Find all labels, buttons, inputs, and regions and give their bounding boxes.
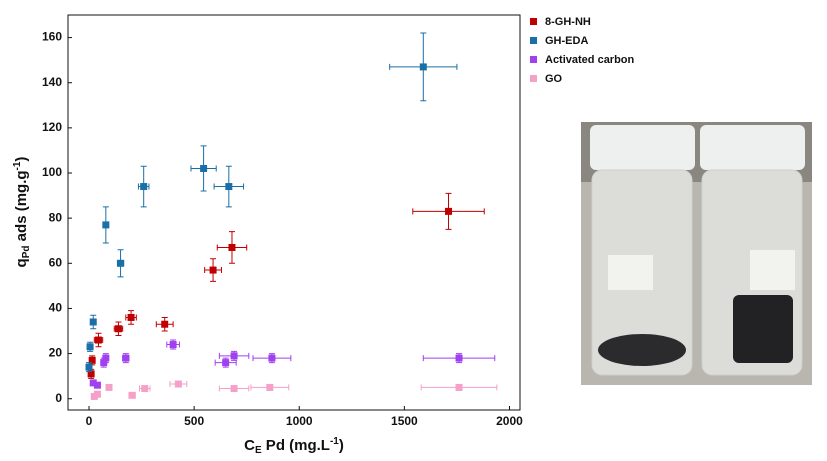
point: [200, 164, 208, 172]
point: [230, 385, 238, 393]
point: [127, 313, 135, 321]
label-part: -1: [12, 161, 23, 170]
point: [266, 383, 274, 391]
y-tick-label: 120: [42, 120, 62, 134]
plot-frame: [67, 14, 521, 411]
point: [117, 259, 125, 267]
point: [102, 354, 110, 362]
point: [93, 390, 101, 398]
legend-label: GH-EDA: [545, 35, 588, 47]
y-tick-label: 0: [55, 391, 62, 405]
x-tick-label: 2000: [496, 414, 523, 428]
y-tick-label: 160: [42, 30, 62, 44]
point: [128, 391, 136, 399]
label-part: ): [13, 157, 30, 162]
point: [174, 380, 182, 388]
point: [225, 183, 233, 191]
point: [140, 183, 148, 191]
legend-swatch: [530, 37, 537, 44]
y-tick-label: 40: [49, 301, 63, 315]
label-part: q: [13, 258, 30, 267]
point: [141, 385, 149, 393]
point: [419, 63, 427, 71]
y-tick-label: 60: [49, 255, 63, 269]
point: [114, 325, 122, 333]
y-tick-label: 80: [49, 210, 63, 224]
point: [455, 354, 463, 362]
point: [94, 336, 102, 344]
legend-label: GO: [545, 73, 563, 85]
point: [230, 352, 238, 360]
point: [268, 354, 276, 362]
point: [122, 354, 130, 362]
point: [87, 370, 95, 378]
legend-label: Activated carbon: [545, 54, 635, 66]
point: [86, 343, 94, 351]
label-part: E: [255, 445, 262, 456]
label-part: ): [339, 437, 344, 454]
point: [89, 318, 97, 326]
point: [445, 207, 453, 215]
point: [89, 379, 97, 387]
point: [455, 383, 463, 391]
point: [222, 359, 230, 367]
legend-swatch: [530, 75, 537, 82]
point: [161, 320, 169, 328]
point: [102, 221, 110, 229]
point: [88, 356, 96, 364]
point: [93, 381, 101, 389]
legend-swatch: [530, 18, 537, 25]
label-part: Pd (mg.L: [262, 437, 330, 454]
y-axis-label: qPd ads (mg.g-1): [12, 157, 32, 268]
x-tick-label: 1500: [391, 414, 418, 428]
y-tick-label: 100: [42, 165, 62, 179]
x-tick-label: 0: [86, 414, 93, 428]
y-tick-label: 140: [42, 75, 62, 89]
x-tick-label: 500: [184, 414, 204, 428]
y-tick-label: 20: [49, 346, 63, 360]
x-tick-label: 1000: [286, 414, 313, 428]
point: [228, 243, 236, 251]
label-part: Pd: [21, 245, 32, 258]
point: [85, 363, 93, 371]
legend-swatch: [530, 56, 537, 63]
point: [169, 341, 177, 349]
point: [105, 383, 113, 391]
label-part: ads (mg.g: [13, 170, 30, 245]
point: [209, 266, 217, 274]
x-axis-label: CE Pd (mg.L-1): [244, 436, 344, 456]
label-part: C: [244, 437, 255, 454]
photo: [581, 122, 812, 385]
label-part: -1: [330, 436, 339, 447]
legend-label: 8-GH-NH: [545, 16, 591, 28]
